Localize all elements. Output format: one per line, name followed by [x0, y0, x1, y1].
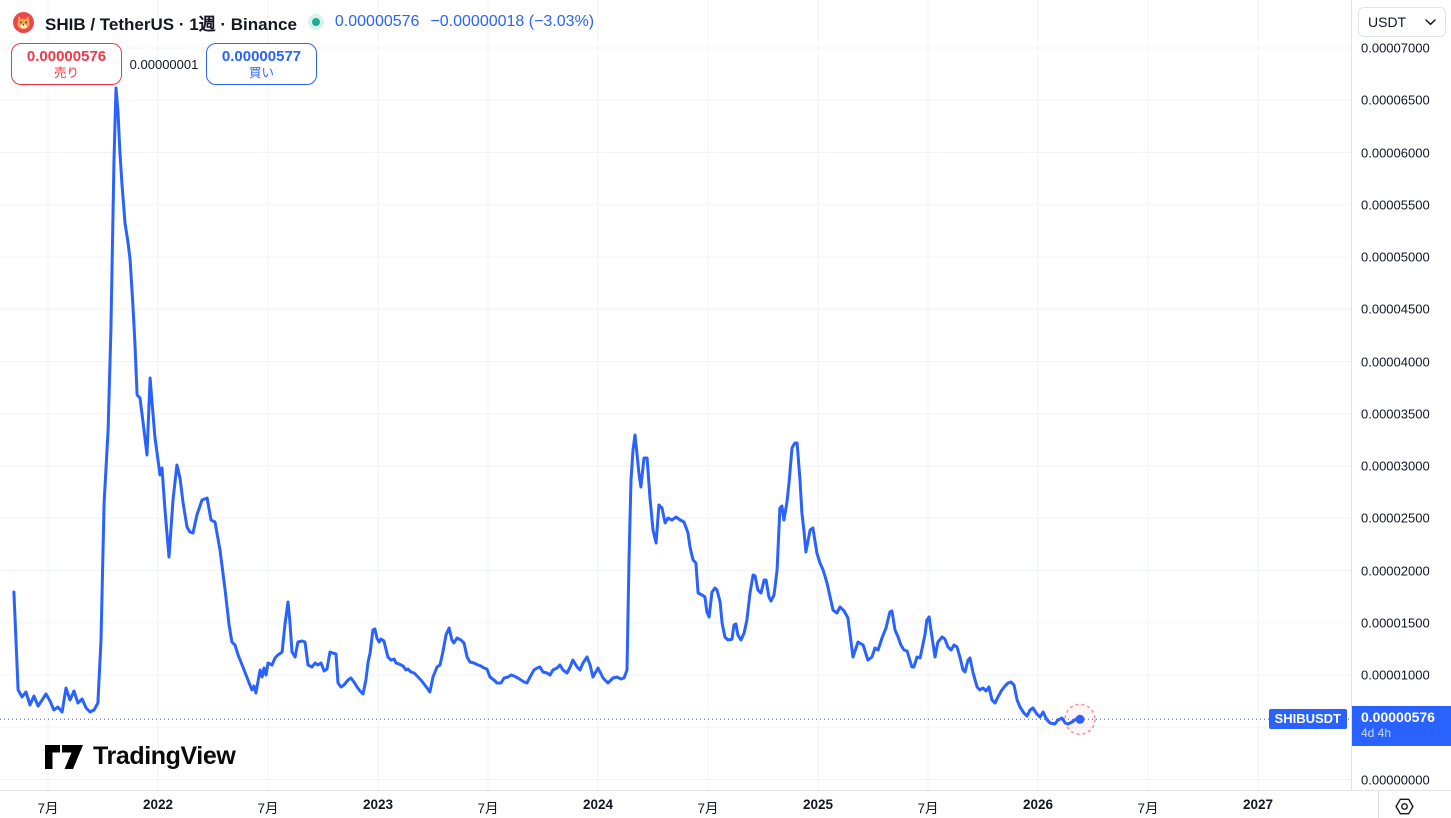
currency-selector[interactable]: USDT — [1358, 7, 1446, 37]
price-axis-label: 0.00003000 — [1361, 458, 1430, 474]
price-axis-label: 0.00001000 — [1361, 667, 1430, 683]
corner-button[interactable] — [1392, 794, 1416, 818]
sell-price: 0.00000576 — [26, 47, 107, 65]
price-axis-label: 0.00001500 — [1361, 615, 1430, 631]
buy-button[interactable]: 0.00000577 買い — [206, 43, 317, 85]
time-axis-label: 2027 — [1242, 797, 1274, 812]
time-axis-label: 2024 — [582, 797, 614, 812]
price-axis-label: 0.00005500 — [1361, 197, 1430, 213]
price-axis-label: 0.00003500 — [1361, 406, 1430, 422]
symbol-legend: SHIB / TetherUS · 1週 · Binance 0.0000057… — [13, 8, 594, 36]
time-axis[interactable]: 7月 2022 7月 2023 7月 2024 7月 2025 7月 2026 7月 2027 — [0, 790, 1451, 818]
time-axis-label: 2026 — [1022, 797, 1054, 812]
tradingview-attribution[interactable]: TradingView — [45, 742, 236, 771]
last-price: 0.00000576 — [334, 13, 420, 30]
hexagon-logo-icon — [1394, 796, 1415, 817]
current-price-badge: 0.00000576 4d 4h — [1352, 706, 1451, 747]
currency-value: USDT — [1368, 14, 1407, 30]
price-axis-label: 0.00002000 — [1361, 563, 1430, 578]
time-axis-label: 7月 — [917, 801, 939, 816]
price-axis-label: 0.00004000 — [1361, 354, 1430, 369]
bar-countdown: 4d 4h — [1361, 726, 1392, 741]
time-axis-label: 7月 — [37, 801, 59, 816]
price-axis-label: 0.00004500 — [1361, 301, 1430, 317]
market-status-icon — [311, 18, 320, 26]
tradingview-logo-text: TradingView — [93, 742, 236, 770]
tradingview-logo-icon — [45, 744, 83, 769]
time-axis-label: 7月 — [257, 801, 279, 816]
shib-logo-icon — [13, 11, 34, 33]
price-axis-label: 0.00007000 — [1361, 40, 1430, 56]
symbol-title[interactable]: SHIB / TetherUS · 1週 · Binance — [45, 14, 297, 34]
time-axis-label: 7月 — [1137, 801, 1159, 816]
price-axis-label: 0.00006500 — [1361, 92, 1430, 108]
price-axis[interactable]: USDT 0.00007000 0.00006500 0.00006000 0.000… — [1351, 0, 1451, 790]
current-price-value: 0.00000576 — [1361, 709, 1435, 726]
price-line-series — [12, 86, 1082, 726]
sell-button[interactable]: 0.00000576 売り — [11, 43, 122, 85]
time-axis-label: 7月 — [477, 801, 499, 816]
time-axis-label: 7月 — [697, 801, 719, 816]
time-axis-label: 2023 — [362, 797, 394, 812]
buy-label: 買い — [248, 65, 274, 80]
price-axis-label: 0.00000000 — [1361, 772, 1430, 787]
price-chart-canvas — [0, 0, 1351, 790]
time-axis-label: 2025 — [802, 797, 834, 812]
axis-corner-divider — [1378, 791, 1379, 818]
buy-price: 0.00000577 — [221, 47, 302, 65]
sell-label: 売り — [53, 65, 79, 80]
chevron-down-icon — [1425, 18, 1436, 26]
price-change: −0.00000018 (−3.03%) — [430, 13, 595, 30]
price-axis-label: 0.00002500 — [1361, 510, 1430, 526]
time-axis-label: 2022 — [142, 797, 174, 812]
price-axis-label: 0.00006000 — [1361, 145, 1430, 160]
chart-pane[interactable]: SHIB / TetherUS · 1週 · Binance 0.0000057… — [0, 0, 1351, 790]
symbol-price-label: SHIBUSDT — [1268, 709, 1347, 730]
price-axis-label: 0.00005000 — [1361, 249, 1430, 265]
spread-value: 0.00000001 — [129, 56, 199, 72]
last-point-marker — [1075, 714, 1085, 724]
